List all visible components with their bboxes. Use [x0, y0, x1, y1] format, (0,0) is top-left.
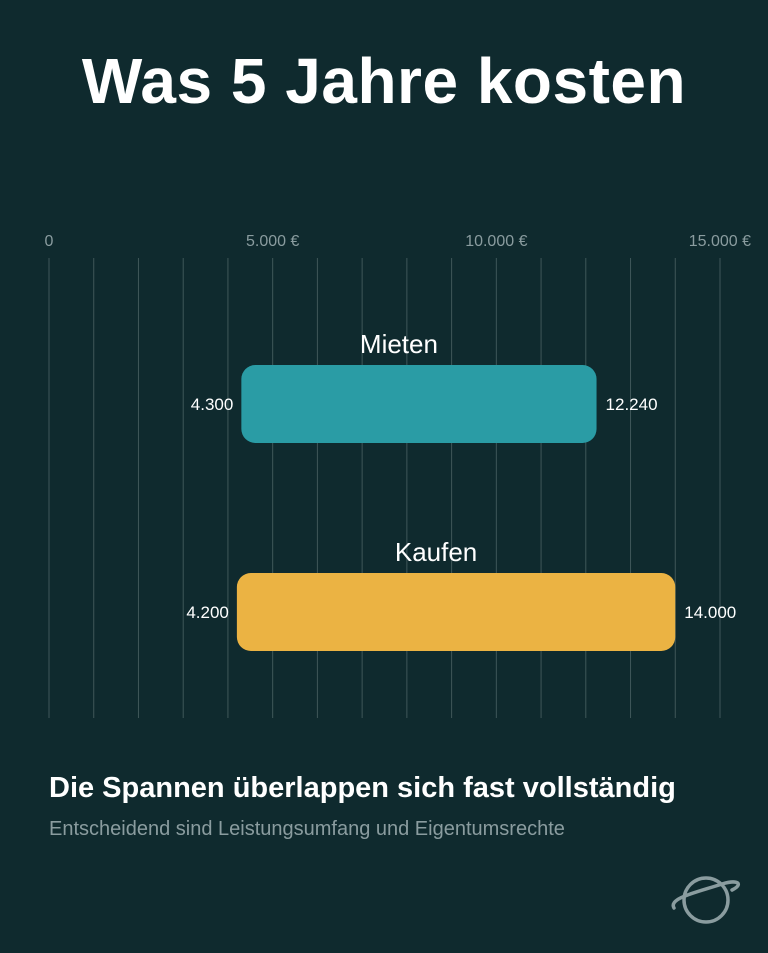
x-tick-label: 10.000 € — [465, 233, 527, 250]
chart-title: Was 5 Jahre kosten — [81, 45, 687, 117]
chart-caption: Entscheidend sind Leistungsumfang und Ei… — [49, 818, 565, 840]
range-low-label: 4.200 — [186, 603, 229, 622]
category-label: Kaufen — [395, 537, 477, 567]
category-label: Mieten — [360, 329, 438, 359]
x-tick-label: 0 — [45, 233, 54, 250]
range-high-label: 12.240 — [606, 395, 658, 414]
chart-subtitle: Die Spannen überlappen sich fast vollstä… — [49, 772, 676, 804]
range-high-label: 14.000 — [684, 603, 736, 622]
range-bar — [241, 365, 597, 443]
x-tick-label: 15.000 € — [689, 233, 751, 250]
planet-ring-icon — [671, 876, 741, 924]
x-tick-label: 5.000 € — [246, 233, 299, 250]
range-bar — [236, 573, 676, 651]
range-low-label: 4.300 — [191, 395, 234, 414]
